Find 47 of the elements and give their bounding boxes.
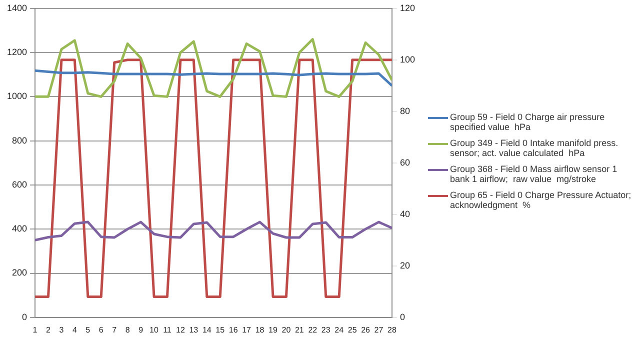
- x-tick-label: 12: [176, 325, 186, 334]
- x-tick-label: 10: [150, 325, 160, 334]
- y2-tick-label: 60: [400, 157, 410, 168]
- x-tick-label: 20: [282, 325, 292, 334]
- x-tick-label: 26: [361, 325, 371, 334]
- x-tick-label: 18: [255, 325, 265, 334]
- y-tick-label: 1400: [6, 2, 28, 13]
- y-tick-label: 0: [22, 312, 28, 322]
- x-tick-label: 28: [388, 325, 397, 334]
- legend-label: Group 349 - Field 0 Intake manifold press. sensor; act. value calculated hPa: [450, 138, 620, 158]
- y2-tick-label: 0: [400, 312, 405, 322]
- x-tick-label: 13: [189, 325, 199, 334]
- x-tick-label: 9: [138, 325, 144, 334]
- y-tick-label: 600: [12, 179, 28, 190]
- x-tick-label: 5: [86, 325, 91, 334]
- x-tick-label: 22: [308, 325, 318, 334]
- x-tick-label: 1: [32, 325, 38, 334]
- y-tick-label: 1000: [6, 91, 28, 102]
- legend-label: Group 65 - Field 0 Charge Pressure Actuator; acknowledgment %: [450, 190, 632, 210]
- x-tick-label: 24: [334, 325, 344, 334]
- y2-tick-label: 20: [400, 260, 410, 270]
- x-tick-label: 25: [348, 325, 358, 334]
- y-tick-label: 800: [12, 135, 28, 146]
- x-tick-label: 3: [59, 325, 64, 334]
- y2-tick-label: 40: [400, 208, 410, 219]
- x-tick-label: 23: [321, 325, 331, 334]
- y2-tick-label: 80: [400, 106, 410, 116]
- x-tick-label: 8: [125, 325, 130, 334]
- x-tick-label: 27: [374, 325, 384, 334]
- y-tick-label: 200: [12, 268, 28, 278]
- legend-label: Group 59 - Field 0 Charge air pressure specified value hPa: [450, 112, 606, 132]
- y2-tick-label: 100: [400, 54, 416, 64]
- x-tick-label: 4: [72, 325, 78, 334]
- x-tick-label: 19: [268, 325, 278, 334]
- legend-label: Group 368 - Field 0 Mass airflow sensor 1 bank 1 airflow; raw value mg/stroke: [450, 164, 618, 184]
- x-tick-label: 11: [163, 325, 172, 334]
- x-tick-label: 21: [294, 325, 304, 334]
- x-tick-label: 6: [98, 325, 104, 334]
- x-tick-label: 17: [242, 325, 252, 334]
- x-tick-label: 15: [216, 325, 226, 334]
- x-tick-label: 16: [228, 325, 238, 334]
- y2-tick-label: 120: [400, 2, 416, 13]
- x-tick-label: 7: [112, 325, 118, 334]
- x-tick-label: 14: [202, 325, 212, 334]
- y-tick-label: 400: [12, 224, 28, 234]
- x-tick-label: 2: [46, 325, 52, 334]
- y-tick-label: 1200: [6, 47, 28, 58]
